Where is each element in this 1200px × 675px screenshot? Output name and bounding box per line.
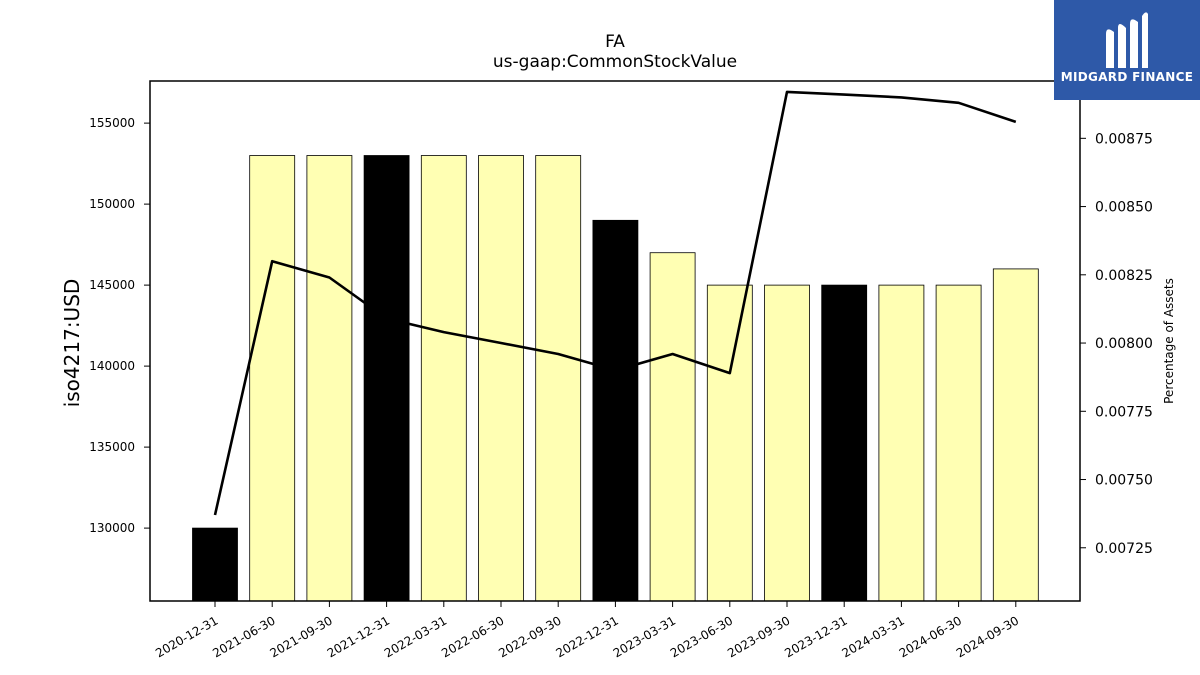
bar (420, 155, 467, 602)
x-tick-label: 2022-09-30 (496, 613, 563, 660)
bar (306, 155, 353, 602)
x-tick-label: 2022-06-30 (439, 613, 506, 660)
x-tick-label: 2024-09-30 (954, 613, 1021, 660)
y-tick-label: 150000 (89, 197, 135, 211)
bar (706, 284, 753, 602)
bar (192, 527, 238, 602)
x-tick-label: 2020-12-31 (153, 613, 220, 660)
y2-tick-label: 0.00875 (1095, 131, 1153, 147)
y-tick-label: 145000 (89, 278, 135, 292)
x-tick-label: 2021-06-30 (210, 613, 277, 660)
bar (478, 155, 524, 602)
y2-tick-label: 0.00750 (1095, 473, 1153, 489)
y2-tick-label: 0.00725 (1095, 541, 1153, 557)
bar (535, 155, 582, 602)
series-line (213, 90, 1017, 516)
y-tick-label: 155000 (89, 116, 135, 130)
y2-tick-label: 0.00825 (1095, 268, 1153, 284)
x-tick-label: 2022-12-31 (553, 613, 620, 660)
bar (764, 284, 810, 602)
y-tick-label: 135000 (89, 440, 135, 454)
bar (992, 268, 1039, 602)
left-axis: 130000 135000 140000 145000 150000 155000 (89, 116, 150, 535)
chart-subtitle: us-gaap:CommonStockValue (492, 52, 738, 72)
bar (878, 284, 925, 602)
x-tick-label: 2024-03-31 (839, 613, 906, 660)
x-tick-label: 2021-09-30 (267, 613, 334, 660)
y-tick-label: 130000 (89, 521, 135, 535)
x-tick-label: 2023-09-30 (725, 613, 792, 660)
bar (592, 219, 639, 602)
brand-logo: MIDGARD FINANCE (1054, 0, 1200, 100)
y-axis-label: iso4217:USD (60, 279, 84, 408)
bar (649, 252, 696, 602)
y2-axis-label: Percentage of Assets (1162, 278, 1176, 404)
right-axis: 0.00725 0.00750 0.00775 0.00800 0.00825 0.008… (1080, 131, 1153, 557)
y-tick-label: 140000 (89, 359, 135, 373)
bar (935, 284, 982, 602)
x-tick-label: 2021-12-31 (325, 613, 392, 660)
bar (363, 155, 410, 602)
x-tick-label: 2023-03-31 (611, 613, 678, 660)
x-tick-label: 2024-06-30 (897, 613, 964, 660)
bar (821, 284, 868, 602)
x-tick-label: 2023-06-30 (668, 613, 735, 660)
bar (249, 155, 296, 602)
logo-mark-icon (1106, 12, 1148, 68)
x-tick-label: 2023-12-31 (782, 613, 849, 660)
x-axis: 2020-12-312021-06-302021-09-302021-12-31… (153, 601, 1021, 660)
y2-tick-label: 0.00775 (1095, 404, 1153, 420)
bar-series (192, 155, 1039, 602)
y2-tick-label: 0.00800 (1095, 336, 1153, 352)
line-series (213, 90, 1017, 516)
chart-title: FA (605, 32, 625, 52)
y2-tick-label: 0.00850 (1095, 200, 1153, 216)
logo-text: MIDGARD FINANCE (1060, 70, 1194, 84)
x-tick-label: 2022-03-31 (382, 613, 449, 660)
